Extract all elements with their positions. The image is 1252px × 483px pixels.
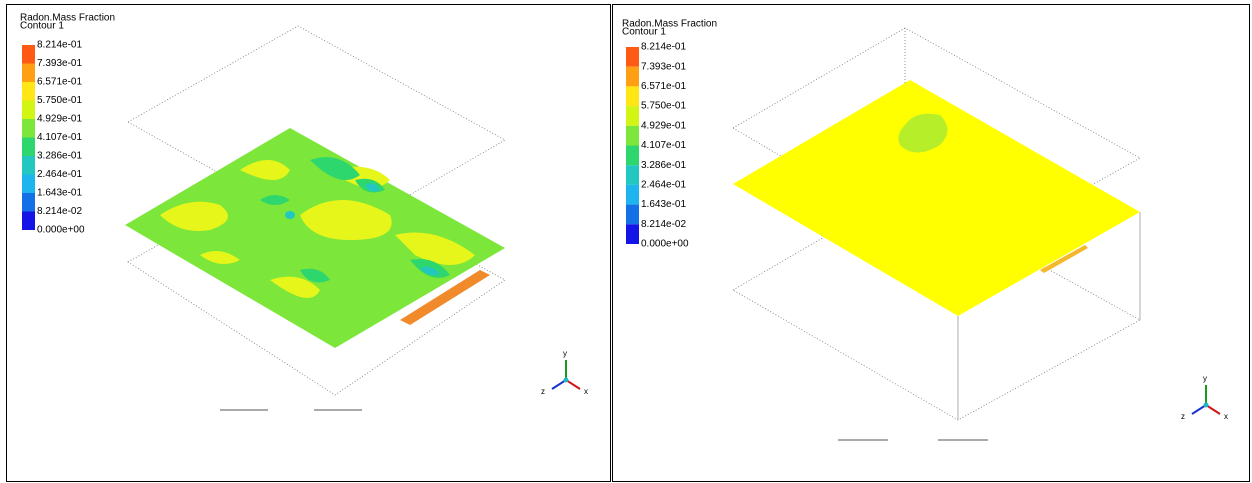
legend-label: 7.393e-01 bbox=[641, 61, 686, 72]
legend-label: 1.643e-01 bbox=[37, 188, 82, 199]
legend-swatch bbox=[22, 101, 35, 120]
axis-label-z: z bbox=[541, 387, 545, 396]
legend-swatch bbox=[22, 175, 35, 194]
legend-label: 6.571e-01 bbox=[641, 81, 686, 92]
legend-swatch bbox=[22, 156, 35, 175]
axis-origin bbox=[564, 378, 569, 383]
axis-label-y: y bbox=[1203, 374, 1207, 383]
legend-label: 4.929e-01 bbox=[641, 120, 686, 131]
legend-swatch bbox=[22, 82, 35, 101]
legend-swatch bbox=[626, 126, 639, 146]
legend-label: 3.286e-01 bbox=[641, 160, 686, 171]
legend-swatch bbox=[626, 185, 639, 205]
legend-subtitle: Contour 1 bbox=[622, 27, 666, 38]
legend-swatch bbox=[22, 119, 35, 138]
legend-label: 8.214e-02 bbox=[641, 219, 686, 230]
legend-label: 5.750e-01 bbox=[641, 101, 686, 112]
legend-label: 2.464e-01 bbox=[37, 169, 82, 180]
legend-label: 4.107e-01 bbox=[641, 140, 686, 151]
legend-label: 5.750e-01 bbox=[37, 95, 82, 106]
legend-label: 4.929e-01 bbox=[37, 114, 82, 125]
legend-swatch bbox=[22, 45, 35, 64]
legend-label: 0.000e+00 bbox=[37, 225, 85, 236]
legend-label: 6.571e-01 bbox=[37, 77, 82, 88]
left-view bbox=[125, 26, 505, 410]
legend-label: 4.107e-01 bbox=[37, 132, 82, 143]
legend-swatch bbox=[626, 86, 639, 106]
legend-label: 1.643e-01 bbox=[641, 199, 686, 210]
legend-swatch bbox=[626, 165, 639, 185]
screenshot: Radon.Mass FractionContour 18.214e-017.3… bbox=[0, 0, 1252, 483]
legend-subtitle: Contour 1 bbox=[20, 21, 64, 32]
legend-swatch bbox=[22, 64, 35, 83]
legend-swatch bbox=[22, 193, 35, 212]
legend-label: 0.000e+00 bbox=[641, 239, 689, 250]
legend-label: 7.393e-01 bbox=[37, 58, 82, 69]
legend-label: 8.214e-01 bbox=[37, 40, 82, 51]
legend-label: 8.214e-01 bbox=[641, 42, 686, 53]
axis-label-x: x bbox=[584, 387, 588, 396]
legend-swatch bbox=[22, 212, 35, 231]
legend-swatch bbox=[22, 138, 35, 157]
legend-label: 8.214e-02 bbox=[37, 206, 82, 217]
legend-swatch bbox=[626, 47, 639, 67]
axis-label-x: x bbox=[1224, 412, 1228, 421]
legend-label: 3.286e-01 bbox=[37, 151, 82, 162]
legend-swatch bbox=[626, 224, 639, 244]
legend-swatch bbox=[626, 67, 639, 87]
legend-label: 2.464e-01 bbox=[641, 180, 686, 191]
right-view bbox=[733, 28, 1140, 440]
axis-origin bbox=[1204, 403, 1209, 408]
legend-swatch bbox=[626, 205, 639, 225]
axis-label-y: y bbox=[563, 349, 567, 358]
axis-label-z: z bbox=[1181, 412, 1185, 421]
legend-swatch bbox=[626, 106, 639, 126]
legend-swatch bbox=[626, 146, 639, 166]
